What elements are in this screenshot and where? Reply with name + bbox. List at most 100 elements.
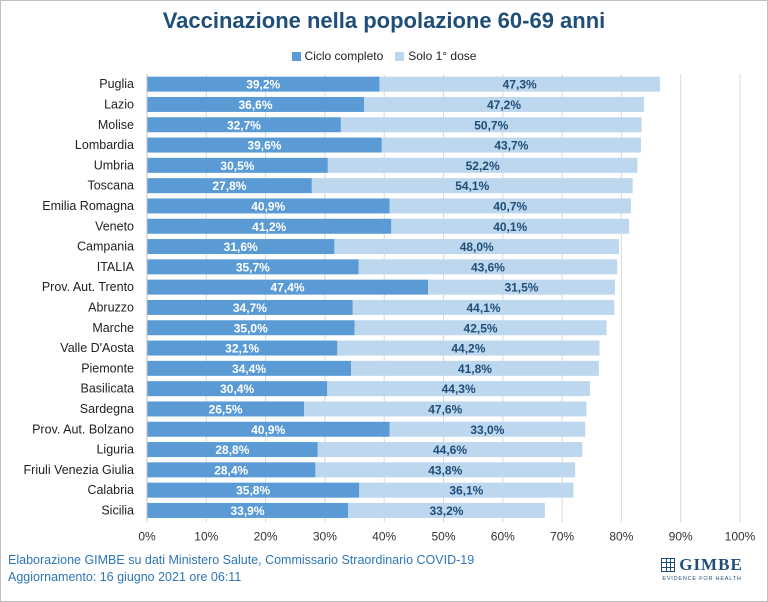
legend-item-ciclo-completo: Ciclo completo — [291, 49, 383, 63]
legend: Ciclo completo Solo 1° dose — [0, 49, 768, 63]
category-label: Marche — [92, 321, 134, 335]
category-label: Veneto — [95, 219, 134, 233]
bar-solo-prima-dose — [340, 117, 642, 133]
bar-solo-prima-dose — [350, 360, 599, 376]
bar-ciclo-completo — [147, 381, 328, 397]
bar-solo-prima-dose — [389, 198, 631, 214]
data-label-ciclo-completo: 47,4% — [271, 281, 305, 295]
data-label-solo-prima-dose: 52,2% — [466, 159, 500, 173]
category-label: Basilicata — [81, 382, 135, 396]
footer-source: Elaborazione GIMBE su dati Ministero Sal… — [8, 553, 475, 567]
category-label: Abruzzo — [88, 300, 134, 314]
bar-ciclo-completo — [147, 259, 359, 275]
category-label: Toscana — [87, 179, 134, 193]
data-label-ciclo-completo: 32,7% — [227, 118, 261, 132]
data-label-solo-prima-dose: 33,2% — [429, 504, 463, 518]
category-label: Valle D'Aosta — [60, 341, 134, 355]
legend-swatch-solo-prima-dose — [395, 51, 405, 61]
category-label: Sicilia — [101, 503, 134, 517]
footer: Elaborazione GIMBE su dati Ministero Sal… — [8, 552, 474, 586]
data-label-ciclo-completo: 40,9% — [251, 423, 285, 437]
data-label-solo-prima-dose: 48,0% — [460, 240, 494, 254]
x-tick-label: 80% — [609, 530, 633, 544]
footer-update: Aggiornamento: 16 giugno 2021 ore 06:11 — [8, 570, 242, 584]
x-tick-label: 100% — [725, 530, 756, 544]
bar-solo-prima-dose — [352, 299, 615, 315]
data-label-ciclo-completo: 36,6% — [239, 98, 273, 112]
x-tick-label: 20% — [254, 530, 278, 544]
data-label-ciclo-completo: 27,8% — [212, 179, 246, 193]
bar-ciclo-completo — [147, 320, 355, 336]
category-label: ITALIA — [97, 260, 135, 274]
data-label-solo-prima-dose: 54,1% — [455, 179, 489, 193]
data-label-ciclo-completo: 28,8% — [215, 443, 249, 457]
bar-solo-prima-dose — [327, 157, 638, 173]
gimbe-logo: GIMBE EVIDENCE FOR HEALTH — [658, 555, 746, 582]
x-tick-label: 90% — [669, 530, 693, 544]
x-tick-label: 10% — [194, 530, 218, 544]
data-label-ciclo-completo: 31,6% — [224, 240, 258, 254]
x-tick-label: 70% — [550, 530, 574, 544]
data-label-ciclo-completo: 41,2% — [252, 220, 286, 234]
bar-solo-prima-dose — [354, 320, 607, 336]
bar-solo-prima-dose — [348, 502, 545, 518]
category-label: Molise — [98, 118, 134, 132]
data-label-ciclo-completo: 39,2% — [246, 78, 280, 92]
bar-solo-prima-dose — [379, 76, 660, 92]
category-label: Prov. Aut. Bolzano — [32, 422, 134, 436]
bar-ciclo-completo — [147, 502, 349, 518]
bar-ciclo-completo — [147, 117, 341, 133]
data-label-solo-prima-dose: 42,5% — [464, 321, 498, 335]
bar-ciclo-completo — [147, 218, 392, 234]
bar-chart: 0% 10% 20% 30% 40% 50% 60% 70% 80% 90% 100% Puglia 3… — [24, 74, 756, 544]
bar-ciclo-completo — [147, 360, 351, 376]
data-label-solo-prima-dose: 41,8% — [458, 362, 492, 376]
data-label-ciclo-completo: 30,4% — [220, 382, 254, 396]
data-label-ciclo-completo: 34,4% — [232, 362, 266, 376]
bar-ciclo-completo — [147, 279, 429, 295]
data-label-solo-prima-dose: 44,1% — [467, 301, 501, 315]
data-label-solo-prima-dose: 47,3% — [503, 78, 537, 92]
bar-ciclo-completo — [147, 462, 316, 478]
category-label: Friuli Venezia Giulia — [24, 463, 135, 477]
bar-ciclo-completo — [147, 482, 360, 498]
logo-mark-icon — [661, 558, 676, 572]
bar-ciclo-completo — [147, 178, 312, 194]
category-label: Lazio — [104, 97, 134, 111]
x-tick-label: 30% — [313, 530, 337, 544]
x-tick-label: 40% — [372, 530, 396, 544]
bar-ciclo-completo — [147, 299, 353, 315]
category-label: Umbria — [94, 158, 134, 172]
category-label: Piemonte — [81, 361, 134, 375]
data-label-ciclo-completo: 35,0% — [234, 321, 268, 335]
logo-tagline: EVIDENCE FOR HEALTH — [662, 576, 742, 582]
category-label: Puglia — [99, 77, 134, 91]
bar-solo-prima-dose — [337, 340, 600, 356]
legend-item-solo-prima-dose: Solo 1° dose — [395, 49, 476, 63]
bar-solo-prima-dose — [304, 401, 587, 417]
data-label-ciclo-completo: 33,9% — [230, 504, 264, 518]
bar-ciclo-completo — [147, 401, 305, 417]
data-label-ciclo-completo: 39,6% — [247, 139, 281, 153]
data-label-solo-prima-dose: 44,2% — [451, 342, 485, 356]
data-label-solo-prima-dose: 31,5% — [504, 281, 538, 295]
bar-ciclo-completo — [147, 442, 318, 458]
x-tick-label: 60% — [491, 530, 515, 544]
data-label-solo-prima-dose: 44,6% — [433, 443, 467, 457]
legend-swatch-ciclo-completo — [291, 51, 301, 61]
data-label-solo-prima-dose: 36,1% — [449, 484, 483, 498]
logo-name: GIMBE — [679, 555, 743, 574]
data-label-solo-prima-dose: 43,8% — [428, 463, 462, 477]
bar-ciclo-completo — [147, 157, 328, 173]
bar-ciclo-completo — [147, 239, 335, 255]
category-label: Sardegna — [80, 402, 134, 416]
bar-ciclo-completo — [147, 340, 338, 356]
category-label: Emilia Romagna — [42, 199, 134, 213]
data-label-ciclo-completo: 32,1% — [225, 342, 259, 356]
category-label: Calabria — [87, 483, 134, 497]
category-label: Campania — [77, 240, 134, 254]
bar-solo-prima-dose — [364, 96, 644, 112]
bar-solo-prima-dose — [381, 137, 641, 153]
bar-ciclo-completo — [147, 421, 390, 437]
x-tick-label: 50% — [431, 530, 455, 544]
